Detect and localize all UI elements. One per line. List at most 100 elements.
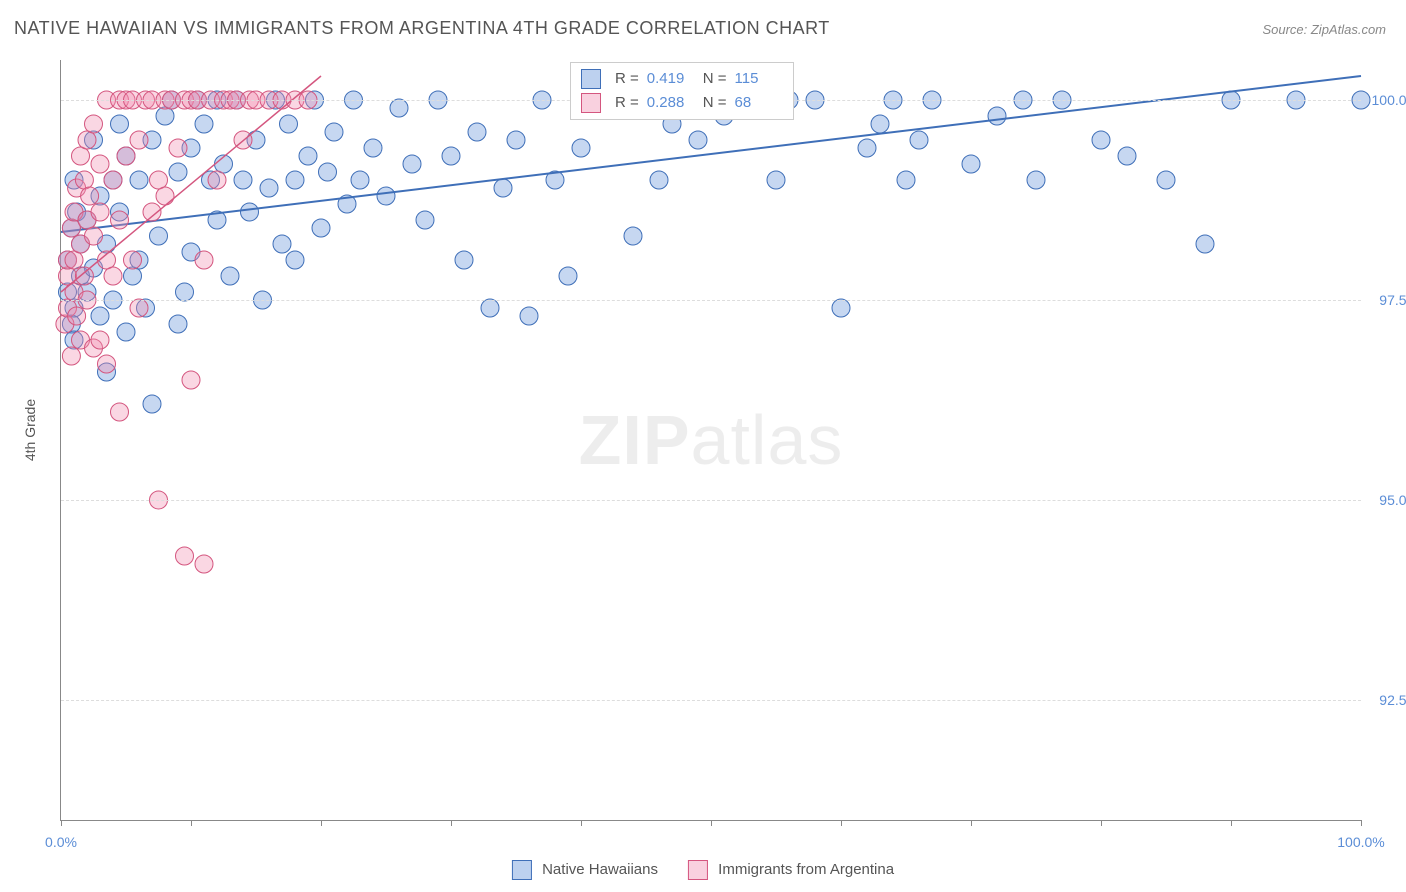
series-2-swatch xyxy=(581,93,601,113)
scatter-point xyxy=(81,187,99,205)
xtick xyxy=(1231,820,1232,826)
scatter-point xyxy=(124,267,142,285)
scatter-point xyxy=(143,395,161,413)
scatter-point xyxy=(507,131,525,149)
stats-n-1: 115 xyxy=(735,67,783,91)
scatter-point xyxy=(91,155,109,173)
scatter-point xyxy=(68,307,86,325)
gridline xyxy=(61,500,1361,501)
scatter-point xyxy=(312,219,330,237)
ytick-label: 95.0% xyxy=(1379,492,1406,508)
yaxis-label: 4th Grade xyxy=(22,399,38,461)
scatter-point xyxy=(416,211,434,229)
xtick xyxy=(61,820,62,826)
scatter-point xyxy=(351,171,369,189)
scatter-svg xyxy=(61,60,1361,820)
scatter-point xyxy=(78,131,96,149)
scatter-point xyxy=(182,371,200,389)
scatter-point xyxy=(124,251,142,269)
scatter-point xyxy=(176,283,194,301)
scatter-point xyxy=(273,235,291,253)
scatter-point xyxy=(65,251,83,269)
scatter-point xyxy=(130,131,148,149)
scatter-point xyxy=(234,171,252,189)
gridline xyxy=(61,700,1361,701)
legend-swatch-2 xyxy=(688,860,708,880)
xtick xyxy=(1101,820,1102,826)
scatter-point xyxy=(169,163,187,181)
scatter-point xyxy=(520,307,538,325)
xtick xyxy=(971,820,972,826)
scatter-point xyxy=(150,227,168,245)
scatter-point xyxy=(280,115,298,133)
xtick xyxy=(191,820,192,826)
scatter-point xyxy=(85,227,103,245)
scatter-point xyxy=(260,179,278,197)
scatter-point xyxy=(910,131,928,149)
series-1-swatch xyxy=(581,69,601,89)
legend-bottom: Native Hawaiians Immigrants from Argenti… xyxy=(512,860,894,880)
scatter-point xyxy=(767,171,785,189)
scatter-point xyxy=(1196,235,1214,253)
xtick xyxy=(581,820,582,826)
scatter-point xyxy=(104,267,122,285)
scatter-point xyxy=(75,171,93,189)
scatter-point xyxy=(169,315,187,333)
scatter-point xyxy=(624,227,642,245)
plot-area: ZIPatlas 92.5%95.0%97.5%100.0%0.0%100.0% xyxy=(60,60,1361,821)
legend-label-2: Immigrants from Argentina xyxy=(718,861,894,878)
gridline xyxy=(61,300,1361,301)
scatter-point xyxy=(572,139,590,157)
stats-r-2: 0.288 xyxy=(647,91,695,115)
xtick xyxy=(321,820,322,826)
xtick xyxy=(711,820,712,826)
scatter-point xyxy=(241,203,259,221)
scatter-point xyxy=(195,555,213,573)
scatter-point xyxy=(988,107,1006,125)
scatter-point xyxy=(871,115,889,133)
scatter-point xyxy=(62,347,80,365)
xtick-label: 0.0% xyxy=(45,834,77,850)
scatter-point xyxy=(91,307,109,325)
legend-item-1: Native Hawaiians xyxy=(512,860,658,880)
xtick-label: 100.0% xyxy=(1337,834,1384,850)
scatter-point xyxy=(325,123,343,141)
scatter-point xyxy=(208,171,226,189)
scatter-point xyxy=(72,147,90,165)
scatter-point xyxy=(104,171,122,189)
legend-item-2: Immigrants from Argentina xyxy=(688,860,894,880)
scatter-point xyxy=(832,299,850,317)
scatter-point xyxy=(319,163,337,181)
scatter-point xyxy=(111,115,129,133)
scatter-point xyxy=(364,139,382,157)
legend-label-1: Native Hawaiians xyxy=(542,861,658,878)
scatter-point xyxy=(468,123,486,141)
scatter-point xyxy=(858,139,876,157)
scatter-point xyxy=(494,179,512,197)
scatter-point xyxy=(1092,131,1110,149)
xtick xyxy=(841,820,842,826)
stats-n-label: N = xyxy=(703,91,727,115)
scatter-point xyxy=(111,211,129,229)
scatter-point xyxy=(377,187,395,205)
chart-title: NATIVE HAWAIIAN VS IMMIGRANTS FROM ARGEN… xyxy=(14,18,830,39)
stats-n-label: N = xyxy=(703,67,727,91)
scatter-point xyxy=(156,187,174,205)
ytick-label: 100.0% xyxy=(1372,92,1406,108)
stats-n-2: 68 xyxy=(735,91,783,115)
scatter-point xyxy=(150,171,168,189)
legend-swatch-1 xyxy=(512,860,532,880)
scatter-point xyxy=(75,267,93,285)
stats-row-2: R = 0.288 N = 68 xyxy=(581,91,783,115)
scatter-point xyxy=(195,251,213,269)
scatter-point xyxy=(156,107,174,125)
scatter-point xyxy=(1157,171,1175,189)
scatter-point xyxy=(455,251,473,269)
ytick-label: 92.5% xyxy=(1379,692,1406,708)
xtick xyxy=(451,820,452,826)
scatter-point xyxy=(169,139,187,157)
scatter-point xyxy=(130,299,148,317)
stats-r-1: 0.419 xyxy=(647,67,695,91)
scatter-point xyxy=(962,155,980,173)
scatter-point xyxy=(98,355,116,373)
